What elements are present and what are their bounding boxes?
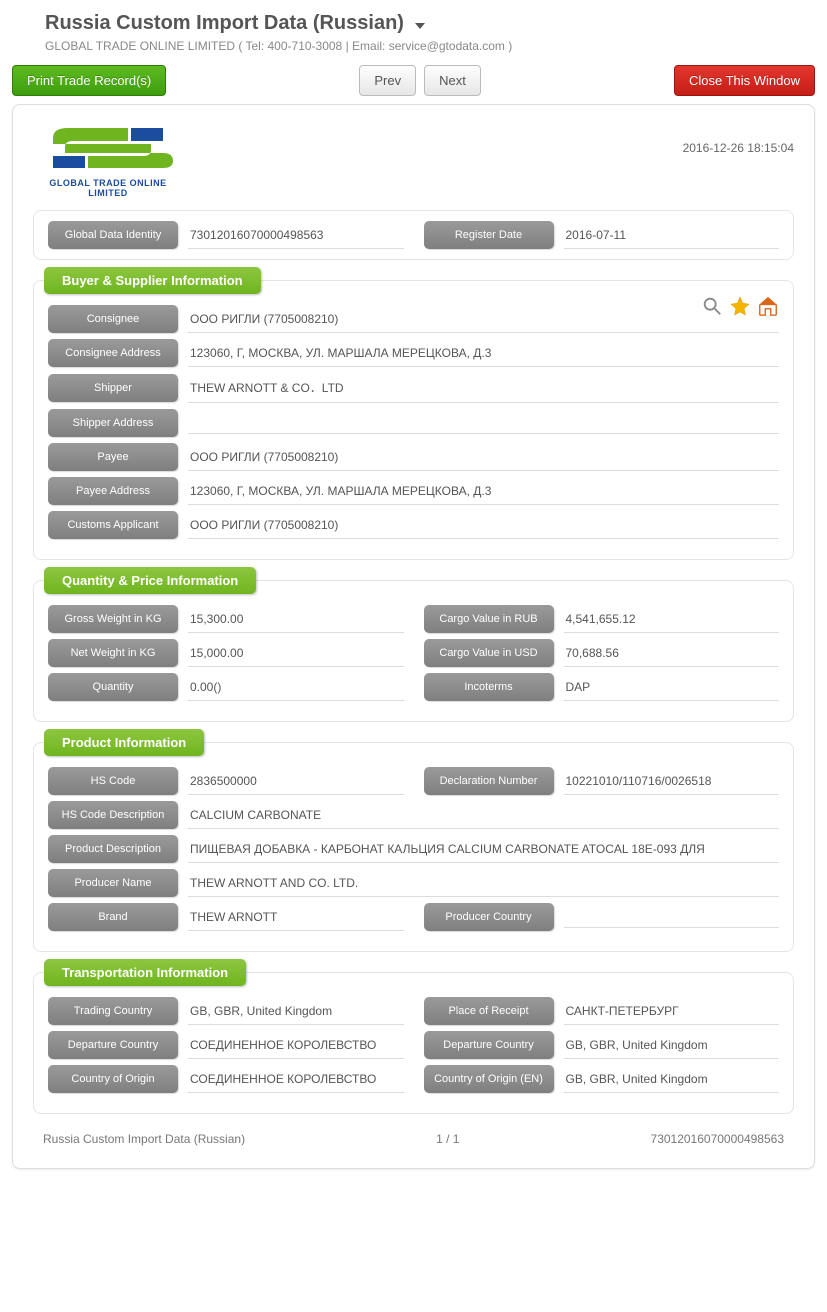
field-value: 0.00() <box>188 674 404 701</box>
field-value: GB, GBR, United Kingdom <box>564 1032 780 1059</box>
close-button[interactable]: Close This Window <box>674 65 815 96</box>
field-value: ООО РИГЛИ (7705008210) <box>188 444 779 471</box>
gdi-value: 730120160700004985­63 <box>188 222 404 249</box>
field-value: 10221010/110716/0026518 <box>564 768 780 795</box>
field-value: САНКТ-ПЕТЕРБУРГ <box>564 998 780 1025</box>
field-value: GB, GBR, United Kingdom <box>564 1066 780 1093</box>
footer-right: 730120160700004985­63 <box>651 1132 784 1146</box>
regdate-label: Register Date <box>424 221 554 249</box>
regdate-value: 2016-07-11 <box>564 222 780 249</box>
field-value: THEW ARNOTT AND CO. LTD. <box>188 870 779 897</box>
field-value: 123060, Г, МОСКВА, УЛ. МАРШАЛА МЕРЕЦКОВА… <box>188 478 779 505</box>
field-value: СОЕДИНЕННОЕ КОРОЛЕВСТВО <box>188 1066 404 1093</box>
star-icon[interactable] <box>729 295 751 317</box>
company-info: GLOBAL TRADE ONLINE LIMITED ( Tel: 400-7… <box>45 39 812 53</box>
field-label: Producer Name <box>48 869 178 897</box>
logo-icon <box>33 123 183 173</box>
field-label: HS Code Description <box>48 801 178 829</box>
field-label: Declaration Number <box>424 767 554 795</box>
main-panel: GLOBAL TRADE ONLINE LIMITED 2016-12-26 1… <box>12 104 815 1169</box>
field-label: Country of Origin (EN) <box>424 1065 554 1093</box>
field-value: 2836500000 <box>188 768 404 795</box>
panel-top-row: GLOBAL TRADE ONLINE LIMITED 2016-12-26 1… <box>33 123 794 198</box>
transport-section: Transportation Information Trading Count… <box>33 972 794 1114</box>
field-value: 123060, Г, МОСКВА, УЛ. МАРШАЛА МЕРЕЦКОВА… <box>188 340 779 367</box>
field-value: ООО РИГЛИ (7705008210) <box>188 306 779 333</box>
field-value: GB, GBR, United Kingdom <box>188 998 404 1025</box>
home-icon[interactable] <box>757 295 779 317</box>
field-label: Trading Country <box>48 997 178 1025</box>
footer-left: Russia Custom Import Data (Russian) <box>43 1132 245 1146</box>
field-value <box>564 906 780 928</box>
field-value: THEW ARNOTT & CO．LTD <box>188 373 779 403</box>
field-label: Shipper Address <box>48 409 178 437</box>
field-label: Brand <box>48 903 178 931</box>
timestamp: 2016-12-26 18:15:04 <box>683 123 794 155</box>
page-title: Russia Custom Import Data (Russian) <box>45 12 404 35</box>
field-label: HS Code <box>48 767 178 795</box>
buyer-section: Buyer & Supplier Information ConsigneeОО… <box>33 280 794 560</box>
field-label: Quantity <box>48 673 178 701</box>
prev-button[interactable]: Prev <box>359 65 416 96</box>
gdi-label: Global Data Identity <box>48 221 178 249</box>
footer-center: 1 / 1 <box>436 1132 459 1146</box>
field-label: Customs Applicant <box>48 511 178 539</box>
field-label: Departure Country <box>424 1031 554 1059</box>
next-button[interactable]: Next <box>424 65 481 96</box>
field-label: Payee <box>48 443 178 471</box>
title-dropdown-icon[interactable] <box>415 23 425 29</box>
quantity-section: Quantity & Price Information Gross Weigh… <box>33 580 794 722</box>
page-header: Russia Custom Import Data (Russian) GLOB… <box>0 0 827 61</box>
transport-section-title: Transportation Information <box>44 959 246 986</box>
buyer-section-title: Buyer & Supplier Information <box>44 267 261 294</box>
field-label: Cargo Value in USD <box>424 639 554 667</box>
field-value: 15,300.00 <box>188 606 404 633</box>
field-label: Consignee <box>48 305 178 333</box>
field-value: CALCIUM CARBONATE <box>188 802 779 829</box>
product-section-title: Product Information <box>44 729 204 756</box>
field-label: Consignee Address <box>48 339 178 367</box>
action-icons <box>701 295 779 317</box>
panel-footer: Russia Custom Import Data (Russian) 1 / … <box>33 1114 794 1150</box>
field-value: 70,688.56 <box>564 640 780 667</box>
print-button[interactable]: Print Trade Record(s) <box>12 65 166 96</box>
field-label: Producer Country <box>424 903 554 931</box>
field-label: Product Description <box>48 835 178 863</box>
field-value: THEW ARNOTT <box>188 904 404 931</box>
search-icon[interactable] <box>701 295 723 317</box>
field-label: Gross Weight in KG <box>48 605 178 633</box>
field-label: Country of Origin <box>48 1065 178 1093</box>
field-value: 4,541,655.12 <box>564 606 780 633</box>
field-value <box>188 412 779 434</box>
nav-buttons: Prev Next <box>359 65 480 96</box>
field-label: Departure Country <box>48 1031 178 1059</box>
logo-text: GLOBAL TRADE ONLINE LIMITED <box>33 178 183 198</box>
field-value: DAP <box>564 674 780 701</box>
product-section: Product Information HS Code 2836500000 D… <box>33 742 794 952</box>
field-value: СОЕДИНЕННОЕ КОРОЛЕВСТВО <box>188 1032 404 1059</box>
identity-fields: Global Data Identity 730120160700004985­… <box>33 210 794 260</box>
field-label: Incoterms <box>424 673 554 701</box>
field-value: ПИЩЕВАЯ ДОБАВКА - КАРБОНАТ КАЛЬЦИЯ CALCI… <box>188 836 779 863</box>
field-label: Payee Address <box>48 477 178 505</box>
field-value: 15,000.00 <box>188 640 404 667</box>
logo: GLOBAL TRADE ONLINE LIMITED <box>33 123 213 198</box>
field-label: Shipper <box>48 374 178 402</box>
field-label: Cargo Value in RUB <box>424 605 554 633</box>
toolbar: Print Trade Record(s) Prev Next Close Th… <box>0 61 827 104</box>
field-label: Place of Receipt <box>424 997 554 1025</box>
field-label: Net Weight in KG <box>48 639 178 667</box>
quantity-section-title: Quantity & Price Information <box>44 567 256 594</box>
field-value: ООО РИГЛИ (7705008210) <box>188 512 779 539</box>
